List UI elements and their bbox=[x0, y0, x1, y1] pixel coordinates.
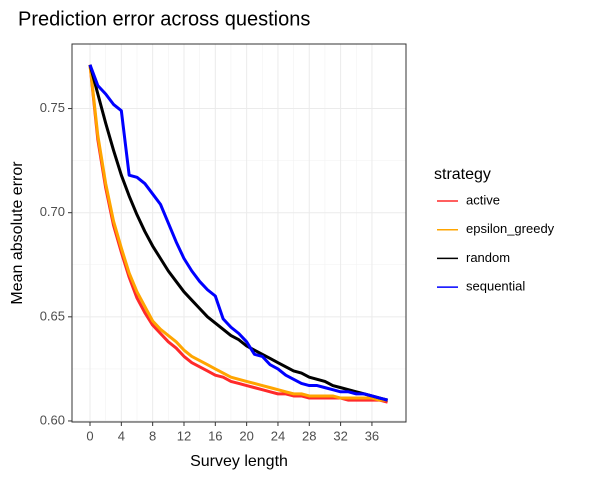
y-tick-label: 0.75 bbox=[40, 100, 65, 115]
x-tick-label: 8 bbox=[149, 428, 156, 443]
panel-border bbox=[71, 43, 407, 423]
chart-title: Prediction error across questions bbox=[18, 8, 310, 30]
x-tick-label: 28 bbox=[302, 428, 316, 443]
y-tick-label: 0.60 bbox=[40, 412, 65, 427]
y-tick-label: 0.65 bbox=[40, 308, 65, 323]
x-tick-label: 20 bbox=[239, 428, 253, 443]
y-tick-label: 0.70 bbox=[40, 204, 65, 219]
y-axis-label: Mean absolute error bbox=[9, 161, 26, 305]
series-line bbox=[88, 64, 388, 402]
x-tick-label: 12 bbox=[177, 428, 191, 443]
legend-label: sequential bbox=[466, 279, 525, 294]
x-axis-label: Survey length bbox=[190, 453, 288, 470]
legend-title: strategy bbox=[434, 166, 491, 183]
x-tick-label: 0 bbox=[86, 428, 93, 443]
legend-label: active bbox=[466, 192, 500, 207]
legend-label: epsilon_greedy bbox=[466, 221, 555, 236]
series-line bbox=[88, 64, 388, 402]
x-tick-label: 32 bbox=[333, 428, 347, 443]
x-tick-label: 4 bbox=[118, 428, 125, 443]
x-tick-label: 36 bbox=[365, 428, 379, 443]
series-line bbox=[88, 64, 388, 404]
x-tick-label: 24 bbox=[271, 428, 285, 443]
series-line bbox=[88, 64, 388, 402]
legend-label: random bbox=[466, 250, 510, 265]
x-tick-label: 16 bbox=[208, 428, 222, 443]
